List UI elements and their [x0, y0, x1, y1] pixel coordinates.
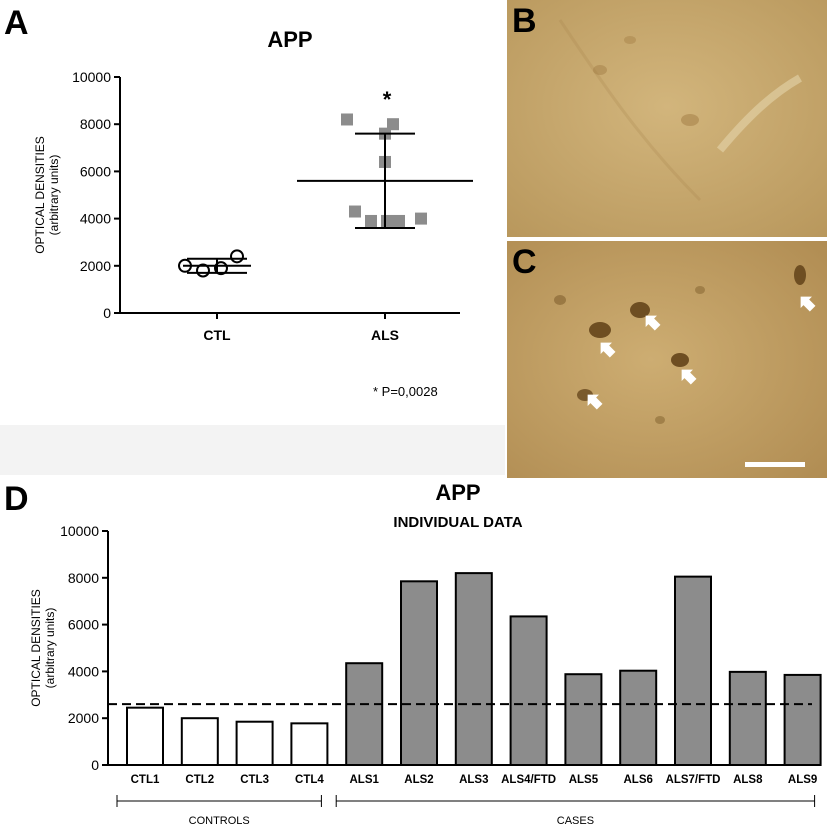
panel-label-b: B — [512, 2, 537, 40]
panel-c-neuron — [589, 322, 611, 338]
panel-c-neuron — [671, 353, 689, 367]
cases-group-label: CASES — [557, 815, 594, 827]
case-bar — [345, 662, 384, 767]
panel-d-x-tick-label: ALS2 — [404, 774, 433, 786]
panel-d-y-tick-label: 0 — [91, 757, 99, 773]
panel-label-d: D — [4, 480, 29, 518]
panel-d-y-axis-label: OPTICAL DENSITIES (arbitrary units) — [29, 589, 57, 707]
panel-c-micrograph: C — [507, 241, 827, 478]
panel-c-neuron — [794, 265, 806, 285]
panel-d-subtitle: INDIVIDUAL DATA — [393, 514, 522, 531]
panel-b-tissue-texture — [558, 19, 702, 202]
arrow-icon — [600, 342, 616, 358]
panel-a-x-tick-label: CTL — [203, 327, 231, 343]
panel-a-y-tick-label: 8000 — [80, 116, 111, 132]
panel-b-cell — [624, 36, 636, 44]
panel-d-x-tick-label: ALS6 — [623, 774, 652, 786]
panel-d-x-tick-label: CTL1 — [131, 774, 160, 786]
panel-a-background-band — [0, 425, 505, 475]
als-data-point — [341, 113, 353, 126]
case-bar — [728, 670, 767, 766]
panel-d-x-tick-label: ALS5 — [569, 774, 599, 786]
panel-d-y-tick-label: 4000 — [68, 663, 99, 679]
panel-d-x-tick-label: ALS1 — [349, 774, 379, 786]
panel-b-cell — [593, 65, 607, 75]
ctl-data-point — [230, 249, 244, 264]
control-bar — [290, 722, 329, 767]
panel-a-title: APP — [267, 27, 312, 52]
panel-d-x-tick-label: CTL3 — [240, 774, 269, 786]
als-data-point — [393, 214, 405, 227]
panel-d-x-tick-label: ALS7/FTD — [666, 774, 721, 786]
panel-a-y-tick-label: 0 — [103, 305, 111, 321]
panel-d-x-tick-label: ALS9 — [788, 774, 817, 786]
panel-a-p-value-note: * P=0,0028 — [373, 384, 438, 399]
panel-a-y-axis-label: OPTICAL DENSITIES (arbitrary units) — [33, 136, 61, 254]
arrow-icon — [800, 296, 816, 312]
case-bar — [564, 673, 603, 767]
panel-d-x-tick-label: ALS4/FTD — [501, 774, 556, 786]
als-data-point — [365, 214, 377, 227]
panel-b-tissue-image — [507, 0, 827, 237]
panel-d-plot: 0 2000 4000 6000 8000 10000 CTL1 CTL2 CTL3 CTL4 AL… — [60, 523, 822, 827]
panel-c-neuron — [630, 302, 650, 318]
arrow-icon — [645, 315, 661, 331]
als-data-point — [415, 212, 427, 225]
panel-c-arrows — [587, 296, 816, 410]
panel-c-tissue-image — [507, 241, 827, 478]
panel-c-neuron — [655, 416, 665, 424]
panel-a-x-tick-label: ALS — [371, 327, 399, 343]
panel-b-micrograph: B — [507, 0, 827, 237]
case-bar — [454, 572, 493, 766]
panel-d-y-tick-label: 2000 — [68, 710, 99, 726]
case-bar — [674, 575, 712, 766]
panel-d-x-tick-label: ALS8 — [733, 774, 763, 786]
panel-a-y-tick-label: 10000 — [72, 69, 111, 85]
panel-a-y-tick-label: 6000 — [80, 163, 111, 179]
arrow-icon — [587, 394, 603, 410]
panel-d-y-axis-title: OPTICAL DENSITIES — [29, 589, 43, 707]
panel-d-title: APP — [435, 480, 480, 505]
panel-c-neuron — [554, 295, 566, 305]
control-bar — [126, 706, 164, 766]
panel-d-y-tick-label: 6000 — [68, 617, 99, 633]
panel-a-y-tick-label: 2000 — [80, 258, 111, 274]
panel-a-y-tick-label: 4000 — [80, 211, 111, 227]
panel-a-y-axis-subtitle: (arbitrary units) — [47, 155, 61, 236]
case-bar — [509, 615, 548, 766]
panel-d-x-tick-label: ALS3 — [459, 774, 488, 786]
panel-a-y-axis-title: OPTICAL DENSITIES — [33, 136, 47, 254]
als-data-point — [381, 214, 393, 227]
significance-asterisk: * — [383, 87, 392, 112]
panel-b-cell — [681, 114, 699, 126]
control-bar — [180, 717, 219, 767]
case-bar — [783, 673, 822, 766]
als-data-point — [387, 118, 399, 131]
panel-b-tissue-fold — [716, 74, 802, 153]
panel-d-y-tick-label: 8000 — [68, 570, 99, 586]
panel-d-y-tick-label: 10000 — [60, 523, 99, 539]
arrow-icon — [681, 369, 697, 385]
panel-d-x-tick-label: CTL2 — [185, 774, 214, 786]
case-bar — [619, 669, 658, 766]
panel-c-neuron — [695, 286, 705, 294]
control-bar — [235, 720, 274, 767]
panel-label-a: A — [4, 4, 29, 42]
panel-d-y-axis-subtitle: (arbitrary units) — [43, 608, 57, 689]
case-bar — [400, 580, 438, 766]
scale-bar — [745, 462, 805, 467]
als-data-point — [349, 205, 361, 218]
panel-a-plot: 0 2000 4000 6000 8000 10000 CTL ALS * — [72, 69, 473, 343]
panel-d-x-tick-label: CTL4 — [295, 774, 324, 786]
panel-label-c: C — [512, 243, 537, 281]
controls-group-label: CONTROLS — [189, 815, 250, 827]
